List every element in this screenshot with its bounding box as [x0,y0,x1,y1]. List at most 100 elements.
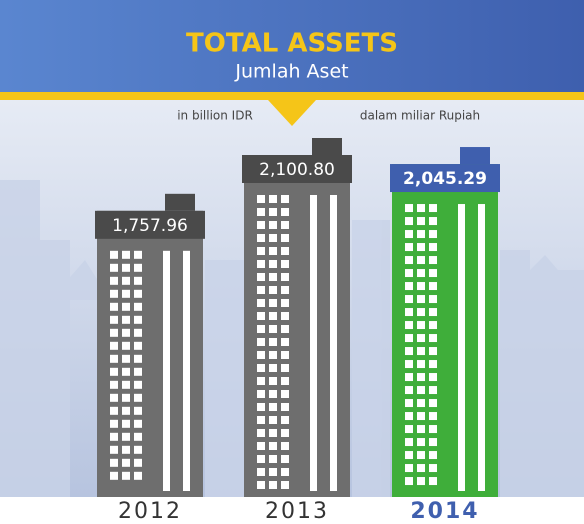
window [417,334,425,343]
window [110,419,118,428]
window [281,325,289,333]
window [134,432,142,441]
window [110,276,118,285]
unit-label: in billion IDR [177,109,253,123]
window [269,221,277,229]
window [134,276,142,285]
window [269,468,277,476]
window [269,390,277,398]
window [269,481,277,489]
window [134,406,142,415]
window [269,208,277,216]
window [122,380,130,389]
window [110,393,118,402]
window [257,364,265,372]
x-tick-label: 2014 [410,499,479,524]
window [281,221,289,229]
window [405,425,413,434]
window [281,351,289,359]
window [257,416,265,424]
window [429,477,437,486]
window [269,364,277,372]
window [417,425,425,434]
window [269,416,277,424]
window [134,302,142,311]
window [405,399,413,408]
window [405,451,413,460]
window [405,438,413,447]
window [269,312,277,320]
chart-subtitle: Jumlah Aset [234,61,348,83]
window [417,360,425,369]
window [281,234,289,242]
window [257,312,265,320]
window [257,455,265,463]
window [110,471,118,480]
chimney [460,147,490,165]
window [257,208,265,216]
window [405,347,413,356]
window [269,234,277,242]
window [417,451,425,460]
window [122,367,130,376]
window [134,354,142,363]
window [429,399,437,408]
pointer [268,100,316,126]
window [257,390,265,398]
window [281,442,289,450]
window [122,471,130,480]
header [0,0,584,92]
x-tick-label: 2013 [265,499,329,524]
window-stripe [183,250,190,491]
window [110,302,118,311]
window [417,230,425,239]
window [110,315,118,324]
window [257,260,265,268]
window [269,338,277,346]
window [281,260,289,268]
window [281,403,289,411]
window [281,364,289,372]
window [257,429,265,437]
window [269,377,277,385]
window [110,354,118,363]
window [257,351,265,359]
window [417,217,425,226]
window [417,464,425,473]
value-label: 2,045.29 [403,169,487,189]
window [429,230,437,239]
window [429,386,437,395]
window [417,204,425,213]
window [405,308,413,317]
window [122,419,130,428]
window [269,403,277,411]
window [110,406,118,415]
chimney [165,193,195,211]
window [429,308,437,317]
window [122,289,130,298]
window [134,393,142,402]
window [134,289,142,298]
window [281,247,289,255]
window [281,429,289,437]
window [281,377,289,385]
window [257,221,265,229]
window [417,282,425,291]
window [429,204,437,213]
value-label: 1,757.96 [112,216,188,236]
chart-title: TOTAL ASSETS [186,29,398,59]
window [281,312,289,320]
window [122,302,130,311]
window [429,451,437,460]
window [257,195,265,203]
window [269,247,277,255]
window [281,195,289,203]
window [281,299,289,307]
window [429,347,437,356]
window [122,263,130,272]
window [417,412,425,421]
window [134,250,142,259]
window [429,438,437,447]
window [257,234,265,242]
